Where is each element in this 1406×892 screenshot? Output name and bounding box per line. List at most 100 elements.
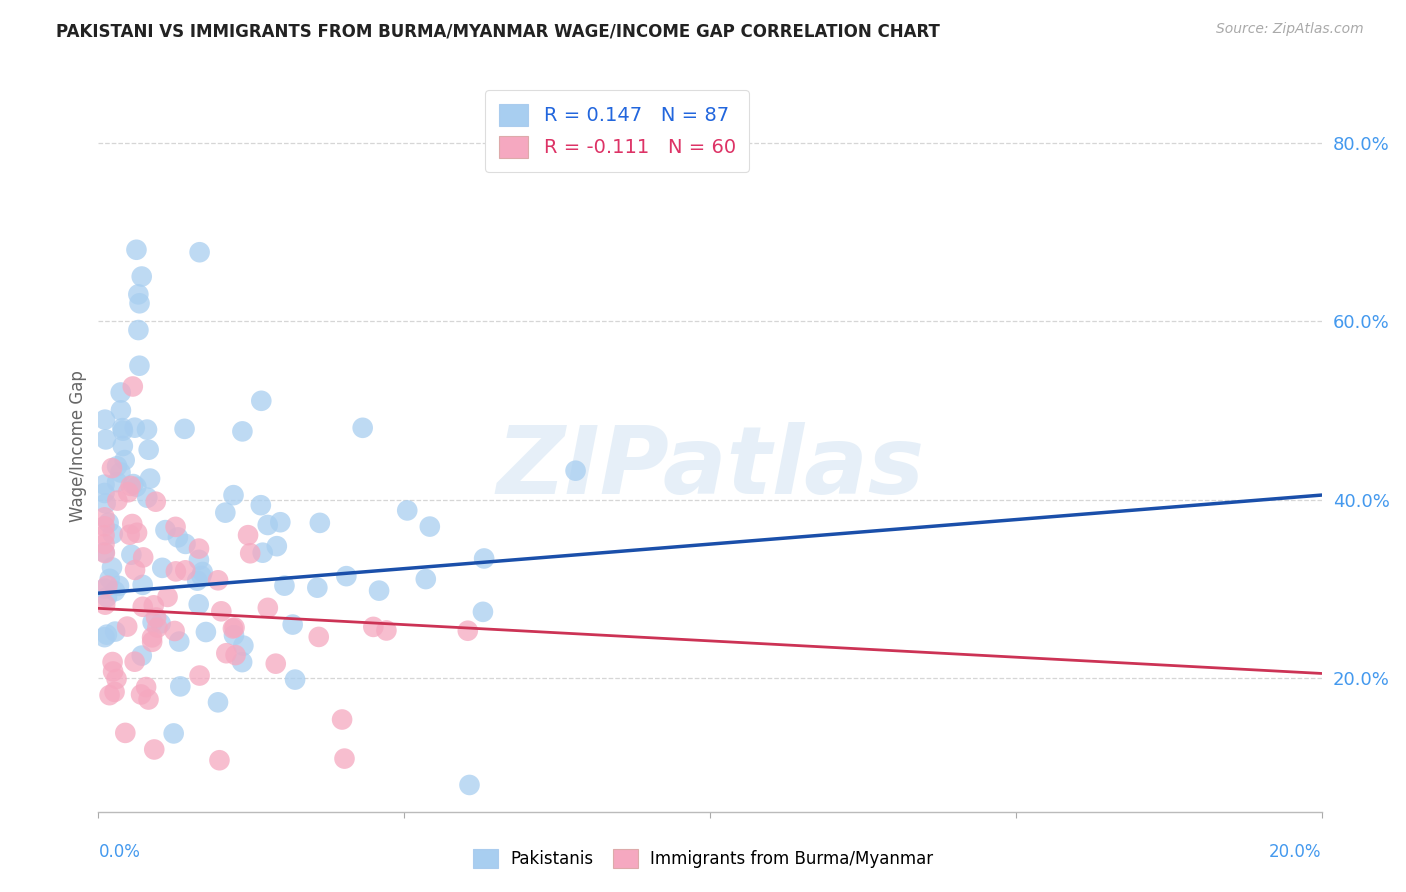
Point xyxy=(333,751,356,765)
Point xyxy=(111,439,134,453)
Point xyxy=(111,424,134,438)
Point xyxy=(110,466,132,480)
Point xyxy=(114,453,136,467)
Point xyxy=(128,359,150,373)
Point xyxy=(98,688,121,702)
Point xyxy=(375,624,398,638)
Point xyxy=(132,599,155,614)
Point xyxy=(120,548,142,562)
Point xyxy=(101,665,124,679)
Point xyxy=(225,648,247,662)
Point xyxy=(415,572,437,586)
Text: Source: ZipAtlas.com: Source: ZipAtlas.com xyxy=(1216,22,1364,37)
Point xyxy=(335,569,357,583)
Point xyxy=(284,673,307,687)
Point xyxy=(125,525,148,540)
Point xyxy=(207,574,229,588)
Point xyxy=(236,528,259,542)
Point xyxy=(163,726,186,740)
Point xyxy=(131,578,153,592)
Point xyxy=(564,464,586,478)
Point xyxy=(124,420,146,434)
Text: 20.0%: 20.0% xyxy=(1270,843,1322,861)
Point xyxy=(141,635,163,649)
Point xyxy=(93,630,115,644)
Point xyxy=(188,245,211,260)
Point xyxy=(471,605,494,619)
Point xyxy=(110,403,132,417)
Point xyxy=(103,685,125,699)
Point xyxy=(138,692,160,706)
Point xyxy=(93,582,115,596)
Point xyxy=(457,624,479,638)
Point xyxy=(131,269,153,284)
Point xyxy=(94,546,117,560)
Point xyxy=(136,491,159,505)
Point xyxy=(117,485,139,500)
Point xyxy=(190,569,212,583)
Point xyxy=(208,753,231,767)
Point xyxy=(132,550,155,565)
Point xyxy=(120,479,142,493)
Point xyxy=(110,385,132,400)
Point xyxy=(396,503,419,517)
Point xyxy=(149,616,172,631)
Point xyxy=(207,695,229,709)
Point xyxy=(142,599,165,613)
Point xyxy=(191,565,214,579)
Y-axis label: Wage/Income Gap: Wage/Income Gap xyxy=(69,370,87,522)
Point xyxy=(363,620,385,634)
Point xyxy=(214,506,236,520)
Point xyxy=(93,537,115,551)
Point xyxy=(141,631,163,645)
Point xyxy=(163,624,186,638)
Text: PAKISTANI VS IMMIGRANTS FROM BURMA/MYANMAR WAGE/INCOME GAP CORRELATION CHART: PAKISTANI VS IMMIGRANTS FROM BURMA/MYANM… xyxy=(56,22,941,40)
Point xyxy=(125,243,148,257)
Point xyxy=(124,655,146,669)
Point xyxy=(96,627,118,641)
Point xyxy=(264,657,287,671)
Point xyxy=(419,519,441,533)
Point xyxy=(114,726,136,740)
Point xyxy=(108,579,131,593)
Point xyxy=(330,713,353,727)
Point xyxy=(122,477,145,491)
Point xyxy=(173,422,195,436)
Point xyxy=(125,480,148,494)
Point xyxy=(104,624,127,639)
Point xyxy=(307,581,329,595)
Point xyxy=(308,516,330,530)
Point xyxy=(352,421,374,435)
Point xyxy=(127,287,149,301)
Point xyxy=(187,597,209,611)
Point xyxy=(94,433,117,447)
Point xyxy=(232,639,254,653)
Point xyxy=(250,393,273,408)
Point xyxy=(96,579,118,593)
Point xyxy=(231,425,253,439)
Point xyxy=(167,634,190,648)
Point xyxy=(143,742,166,756)
Point xyxy=(93,519,115,533)
Point xyxy=(131,648,153,663)
Point xyxy=(121,516,143,531)
Point xyxy=(93,486,115,500)
Point xyxy=(129,688,152,702)
Point xyxy=(269,515,291,529)
Point xyxy=(93,510,115,524)
Point xyxy=(273,579,295,593)
Point xyxy=(105,493,128,508)
Point xyxy=(121,379,143,393)
Point xyxy=(256,518,278,533)
Point xyxy=(239,546,262,560)
Point xyxy=(118,527,141,541)
Point xyxy=(252,546,274,560)
Point xyxy=(187,553,209,567)
Point xyxy=(105,672,128,686)
Point xyxy=(115,619,138,633)
Point xyxy=(188,541,211,556)
Point xyxy=(146,621,169,635)
Point xyxy=(142,615,165,630)
Point xyxy=(174,537,197,551)
Point xyxy=(194,625,217,640)
